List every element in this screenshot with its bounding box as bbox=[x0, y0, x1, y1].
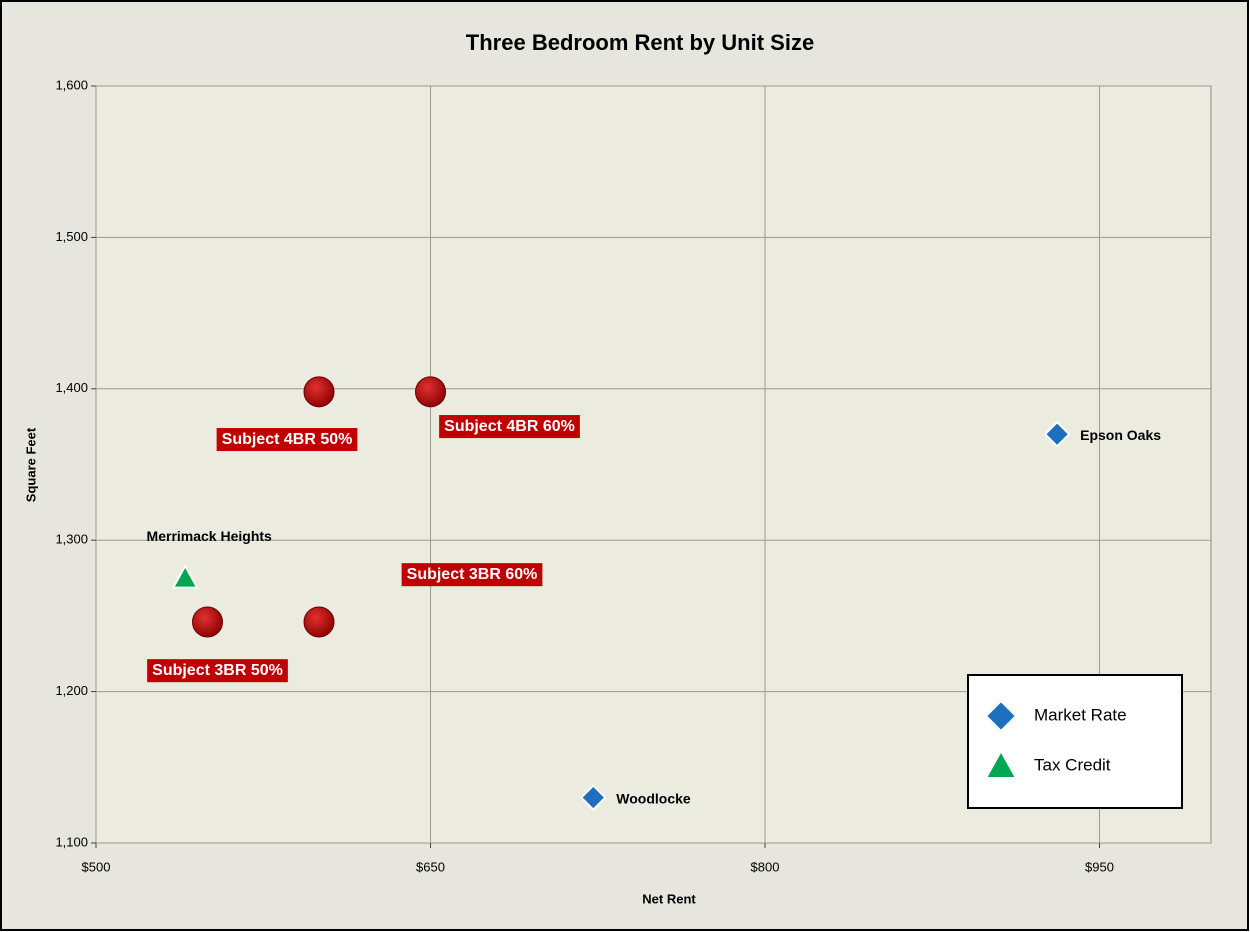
point-label: Subject 4BR 50% bbox=[222, 431, 353, 448]
y-axis-title: Square Feet bbox=[23, 427, 38, 502]
marker-diamond bbox=[579, 784, 607, 811]
legend-marker bbox=[984, 699, 1018, 733]
y-tick-label: 1,600 bbox=[55, 77, 88, 92]
legend-label: Tax Credit bbox=[1034, 755, 1111, 774]
marker-circle bbox=[303, 606, 335, 638]
x-tick-label: $500 bbox=[82, 859, 111, 874]
legend-marker bbox=[984, 748, 1018, 779]
marker-triangle bbox=[171, 563, 199, 589]
marker-circle bbox=[192, 606, 223, 638]
point-label-box bbox=[147, 659, 288, 683]
point-label: Woodlocke bbox=[616, 790, 691, 806]
x-tick-label: $800 bbox=[751, 859, 780, 874]
x-tick-label: $650 bbox=[416, 859, 445, 874]
legend-label: Market Rate bbox=[1034, 705, 1127, 724]
marker-circle bbox=[303, 376, 335, 408]
y-tick-label: 1,100 bbox=[55, 834, 88, 849]
y-tick-label: 1,400 bbox=[55, 380, 88, 395]
point-label: Subject 4BR 60% bbox=[444, 418, 575, 435]
marker-circle bbox=[415, 376, 446, 408]
point-label-box bbox=[216, 428, 358, 452]
point-label-box bbox=[401, 563, 543, 587]
x-tick-label: $950 bbox=[1085, 859, 1114, 874]
point-label: Subject 3BR 50% bbox=[152, 662, 283, 679]
marker-diamond bbox=[1043, 420, 1071, 448]
point-label: Subject 3BR 60% bbox=[407, 566, 538, 583]
chart-title: Three Bedroom Rent by Unit Size bbox=[466, 30, 814, 55]
legend bbox=[967, 674, 1183, 809]
x-axis-title: Net Rent bbox=[642, 891, 696, 906]
y-tick-label: 1,300 bbox=[55, 532, 88, 547]
y-tick-label: 1,500 bbox=[55, 229, 88, 244]
point-label-box bbox=[439, 415, 580, 439]
point-label: Epson Oaks bbox=[1080, 427, 1161, 443]
point-label: Merrimack Heights bbox=[147, 528, 272, 544]
y-tick-label: 1,200 bbox=[55, 683, 88, 698]
